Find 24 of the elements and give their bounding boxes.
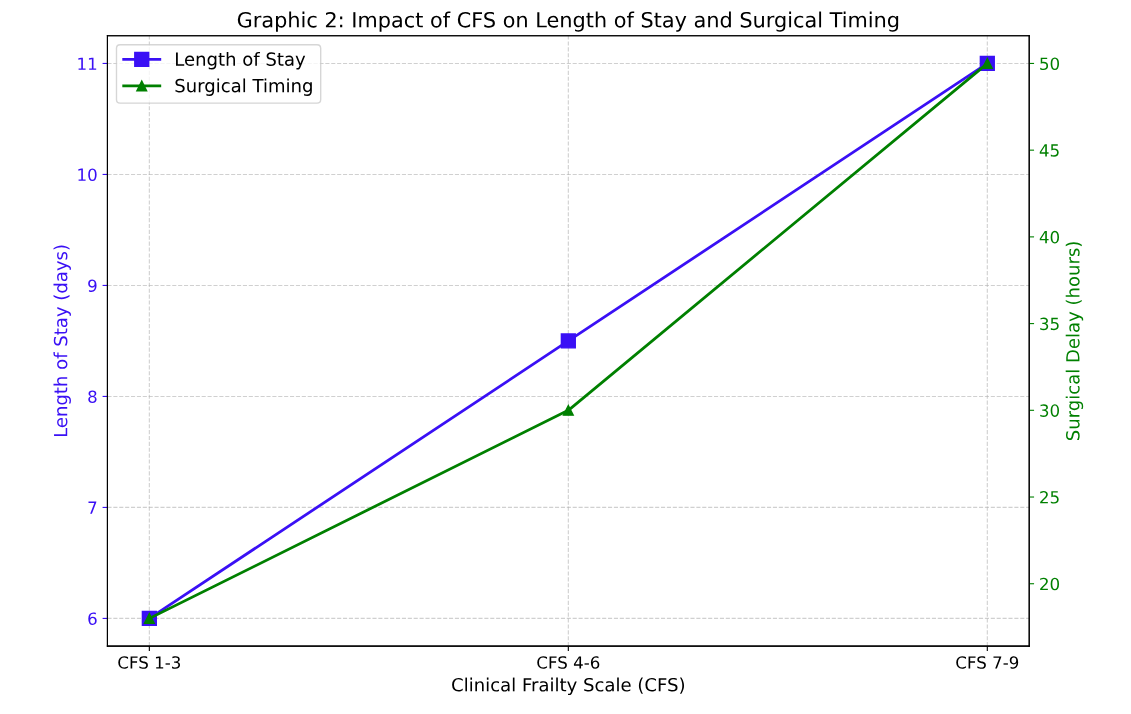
x-tick-label: CFS 7-9: [956, 656, 1019, 669]
point: [560, 333, 576, 349]
legend-label: Length of Stay: [176, 51, 306, 70]
chart-title: Graphic 2: Impact of CFS on Length of Stay and Surgical Timing: [237, 11, 899, 32]
y2-tick-label: 35: [1040, 317, 1059, 331]
x-tick-label: CFS 1-3: [118, 656, 181, 669]
y2-axis-title: Surgical Delay (hours): [1065, 242, 1084, 441]
legend-label: Surgical Timing: [175, 78, 312, 96]
y2-tick-label: 50: [1040, 57, 1060, 71]
y-axis-title: Length of Stay (days): [53, 245, 71, 437]
y2-tick-label: 30: [1040, 404, 1060, 417]
y2-tick-label: 25: [1040, 490, 1059, 504]
y-tick-label: 6: [88, 612, 97, 625]
y2-tick-label: 45: [1039, 144, 1059, 157]
y2-tick-label: 40: [1039, 230, 1060, 244]
y-tick-label: 10: [78, 168, 97, 182]
y2-tick-label: 20: [1040, 577, 1060, 591]
y-tick-label: 11: [78, 57, 97, 70]
point: [562, 404, 574, 416]
y-tick-label: 8: [88, 390, 97, 403]
x-axis-title: Clinical Frailty Scale (CFS): [452, 677, 685, 696]
y-tick-label: 7: [88, 501, 97, 514]
x-tick-label: CFS 4-6: [537, 656, 600, 669]
y-tick-label: 9: [88, 279, 97, 293]
